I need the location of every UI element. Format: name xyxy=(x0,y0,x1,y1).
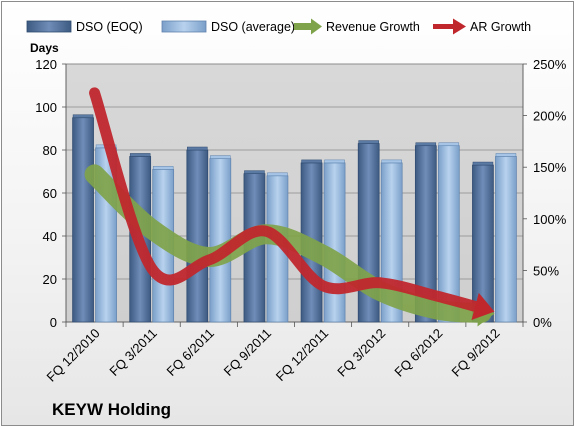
y2-tick-label: 200% xyxy=(533,109,567,124)
y-tick-label: 40 xyxy=(43,229,57,244)
bar-cap-dso-average xyxy=(152,166,174,170)
bar-dso-eoq xyxy=(186,149,209,323)
bar-cap-dso-eoq xyxy=(358,140,379,144)
y-tick-label: 100 xyxy=(35,100,57,115)
bar-cap-dso-average xyxy=(324,159,345,164)
legend-arrow-revenue-growth xyxy=(294,18,322,35)
x-tick-label: FQ 6/2011 xyxy=(164,326,217,379)
bar-dso-average xyxy=(323,162,346,323)
y-axis-title: Days xyxy=(30,41,59,55)
legend: DSO (EOQ) DSO (average) Revenue Growth A… xyxy=(26,18,531,35)
y2-tick-label: 50% xyxy=(533,263,559,278)
x-tick-label: FQ 6/2012 xyxy=(391,326,445,380)
x-tick-label: FQ 12/2011 xyxy=(273,326,331,384)
x-tick-label: FQ 12/2010 xyxy=(44,326,103,385)
bar-cap-dso-average xyxy=(495,153,517,157)
y2-tick-label: 100% xyxy=(533,212,567,227)
bar-cap-dso-average xyxy=(381,159,402,164)
legend-arrow-ar-growth xyxy=(433,18,466,35)
bar-cap-dso-average xyxy=(267,172,288,177)
y-tick-label: 80 xyxy=(43,143,57,158)
bar-cap-dso-eoq xyxy=(244,170,265,174)
legend-label-dso-average: DSO (average) xyxy=(211,20,295,34)
legend-swatch-dso-eoq xyxy=(26,20,72,33)
y-tick-label: 60 xyxy=(43,186,57,201)
company-name: KEYW Holding xyxy=(52,400,171,419)
plot-area: 0 20 40 60 80 100 120 0% 50% 100% 150% 200% 250% FQ 1… xyxy=(35,57,566,385)
y2-tick-label: 150% xyxy=(533,160,567,175)
legend-arrow-head xyxy=(453,18,466,35)
y-tick-label: 120 xyxy=(35,57,57,72)
x-tick-label: FQ 9/2011 xyxy=(221,326,274,379)
y2-tick-label: 0% xyxy=(533,315,552,330)
y-tick-label: 0 xyxy=(50,315,57,330)
legend-label-dso-eoq: DSO (EOQ) xyxy=(76,20,143,34)
y2-tick-label: 250% xyxy=(533,57,567,72)
bar-dso-eoq xyxy=(72,117,94,323)
legend-label-revenue-growth: Revenue Growth xyxy=(326,20,420,34)
x-tick-label: FQ 9/2012 xyxy=(449,326,503,380)
legend-swatch-dso-average xyxy=(161,20,207,33)
legend-label-ar-growth: AR Growth xyxy=(470,20,531,34)
bar-dso-average xyxy=(495,156,517,323)
line-ar-growth xyxy=(89,87,485,313)
arrowhead-ar-growth xyxy=(471,292,495,320)
legend-arrow-head xyxy=(311,18,322,35)
x-tick-label: FQ 3/2012 xyxy=(334,326,388,380)
line-revenue-growth xyxy=(84,164,492,323)
bar-cap-dso-eoq xyxy=(129,153,151,157)
bar-cap-dso-eoq xyxy=(72,114,94,118)
y-tick-label: 20 xyxy=(43,272,57,287)
bar-cap-dso-average xyxy=(438,142,460,146)
bar-cap-dso-eoq xyxy=(187,146,208,151)
bar-cap-dso-eoq xyxy=(301,159,322,164)
bar-cap-dso-average xyxy=(210,155,231,159)
x-tick-label: FQ 3/2011 xyxy=(106,326,159,379)
bar-cap-dso-eoq xyxy=(472,161,494,166)
bar-cap-dso-eoq xyxy=(415,142,437,146)
